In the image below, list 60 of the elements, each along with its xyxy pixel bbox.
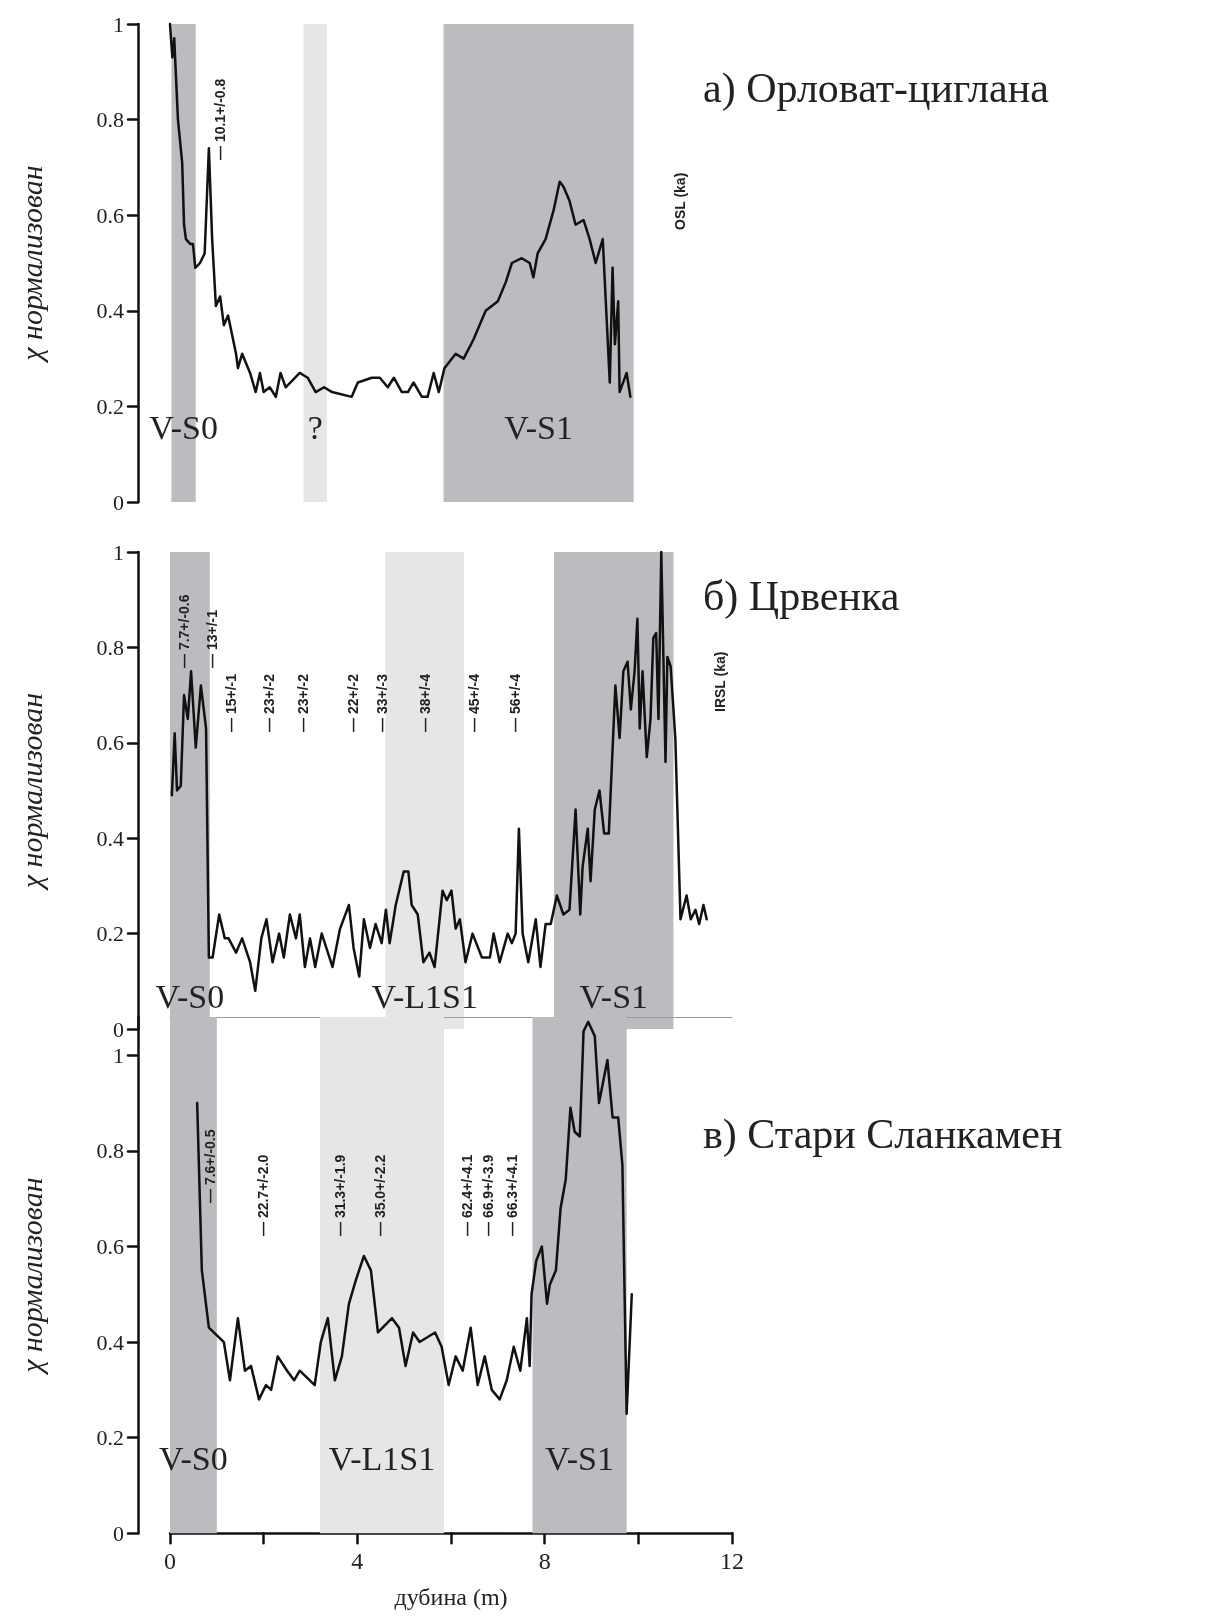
- text: в) Стари Сланкамен: [703, 1111, 1063, 1158]
- y-tick-label: 0.4: [96, 298, 124, 324]
- annotation: — 66.3+/-4.1: [504, 1154, 520, 1236]
- annotation: — 22.7+/-2.0: [255, 1154, 271, 1236]
- band-label: V-S1: [579, 977, 649, 1015]
- annotation: — 62.4+/-4.1: [459, 1154, 475, 1236]
- y-tick-label: 1: [113, 11, 124, 37]
- annotation: — 45+/-4: [466, 674, 482, 732]
- band-label: ?: [307, 408, 323, 446]
- y-tick-label: 0.6: [96, 730, 124, 756]
- annotation: — 13+/-1: [204, 610, 220, 668]
- y-tick-label: 0.2: [96, 1425, 124, 1451]
- band-label: V-L1S1: [328, 1439, 436, 1477]
- band-label: V-S1: [504, 408, 573, 446]
- y-tick-label: 0.6: [96, 202, 124, 228]
- annotation: — 38+/-4: [417, 674, 433, 732]
- annotation: — 10.1+/-0.8: [212, 78, 228, 160]
- x-tick-label: 0: [164, 1548, 176, 1575]
- annotation: — 31.3+/-1.9: [332, 1154, 348, 1236]
- y-tick-label: 1: [113, 1042, 124, 1068]
- x-tick-label: 12: [720, 1548, 744, 1575]
- annotation: — 7.7+/-0.6: [176, 594, 192, 668]
- band-label: V-S0: [155, 977, 225, 1015]
- annotation: OSL (ka): [672, 172, 688, 230]
- band-label: V-S0: [159, 1439, 228, 1477]
- annotation: — 23+/-2: [261, 674, 277, 732]
- x-tick-label: 8: [538, 1548, 551, 1575]
- x-axis-title: дубина (m): [394, 1584, 508, 1611]
- y-tick-label: 0.8: [96, 107, 124, 133]
- y-tick-label: 0.4: [96, 825, 124, 851]
- band-label: V-S1: [545, 1439, 614, 1477]
- x-tick-label: 4: [351, 1548, 364, 1575]
- annotation: — 23+/-2: [295, 674, 311, 732]
- text: б) Црвенка: [703, 573, 900, 620]
- y-tick-label: 0: [113, 489, 124, 515]
- annotation: IRSL (ka): [712, 651, 728, 712]
- y-tick-label: 0.6: [96, 1233, 124, 1259]
- annotation: — 7.6+/-0.5: [202, 1129, 218, 1203]
- y-tick-label: 0.2: [96, 921, 124, 947]
- y-tick-label: 0.4: [96, 1329, 124, 1355]
- annotation: — 33+/-3: [374, 674, 390, 732]
- text: а) Орловат-циглана: [703, 65, 1050, 112]
- y-axis-title: χ нормализован: [14, 692, 48, 892]
- y-tick-label: 0: [113, 1520, 124, 1546]
- y-tick-label: 0.2: [96, 393, 124, 419]
- band-label: V-S0: [149, 408, 218, 446]
- annotation: — 66.9+/-3.9: [480, 1154, 496, 1236]
- y-tick-label: 1: [113, 539, 124, 565]
- y-axis-title: χ нормализован: [14, 1177, 48, 1376]
- y-tick-label: 0.8: [96, 1138, 124, 1164]
- annotation: — 22+/-2: [345, 674, 361, 732]
- annotation: — 15+/-1: [223, 674, 239, 732]
- y-axis-title: χ нормализован: [14, 165, 48, 364]
- annotation: — 56+/-4: [507, 674, 523, 732]
- y-tick-label: 0.8: [96, 634, 124, 660]
- line-series: [168, 22, 632, 399]
- band-label: V-L1S1: [371, 977, 478, 1015]
- line-series: [195, 1020, 634, 1415]
- y-tick-label: 0: [113, 1016, 124, 1042]
- annotation: — 35.0+/-2.2: [372, 1154, 388, 1236]
